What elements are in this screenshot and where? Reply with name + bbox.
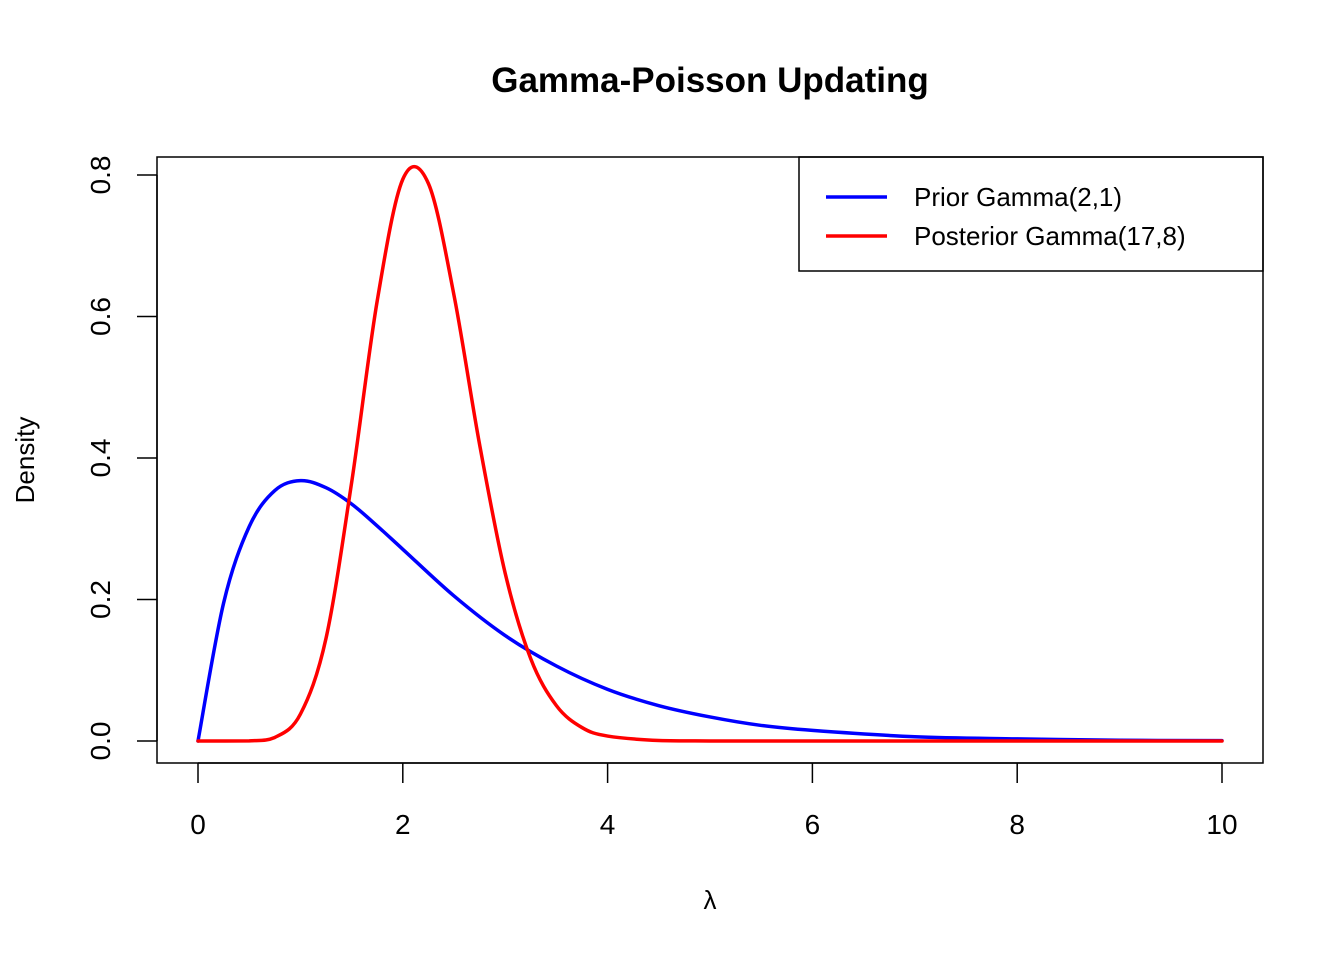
- x-axis: 0 2 4 6 8 10: [190, 762, 1238, 840]
- x-tick-label: 6: [805, 809, 821, 840]
- y-axis-label: Density: [10, 417, 40, 504]
- legend-label-0: Prior Gamma(2,1): [914, 182, 1122, 212]
- x-tick-label: 4: [600, 809, 616, 840]
- x-tick-label: 0: [190, 809, 206, 840]
- chart-title: Gamma-Poisson Updating: [491, 61, 929, 100]
- series-line-0: [196, 478, 1224, 743]
- y-tick-label: 0.4: [85, 439, 116, 478]
- legend-label-1: Posterior Gamma(17,8): [914, 221, 1186, 251]
- series-line-1: [196, 165, 1224, 743]
- series-layer: [196, 165, 1224, 743]
- x-tick-label: 2: [395, 809, 411, 840]
- x-tick-label: 8: [1009, 809, 1025, 840]
- x-tick-label: 10: [1206, 809, 1237, 840]
- y-tick-label: 0.6: [85, 297, 116, 336]
- y-tick-label: 0.0: [85, 722, 116, 761]
- legend: Prior Gamma(2,1) Posterior Gamma(17,8): [798, 156, 1264, 272]
- y-axis: 0.0 0.2 0.4 0.6 0.8: [85, 156, 158, 761]
- legend-box: [798, 156, 1264, 272]
- x-axis-label: λ: [704, 885, 717, 915]
- y-tick-label: 0.2: [85, 580, 116, 619]
- y-tick-label: 0.8: [85, 156, 116, 195]
